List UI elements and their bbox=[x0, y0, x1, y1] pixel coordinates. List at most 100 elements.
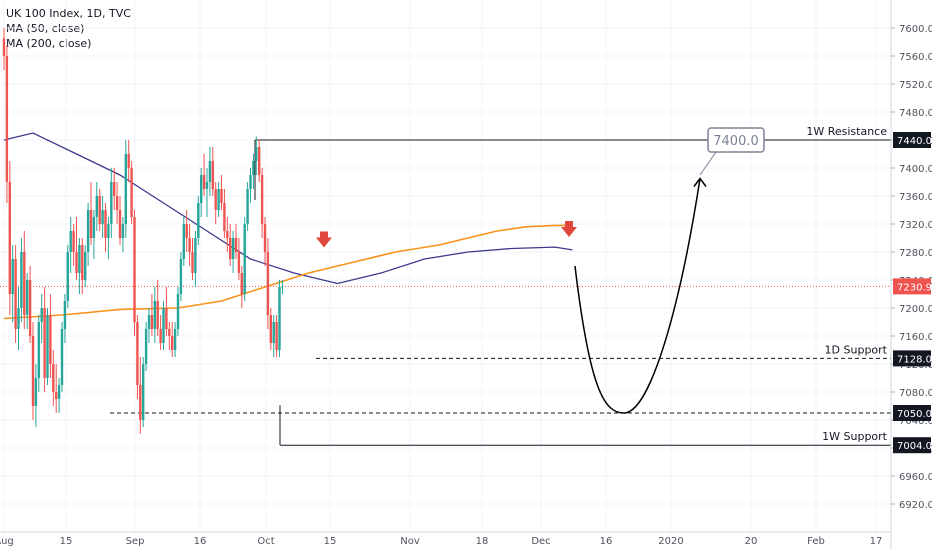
candle-body bbox=[49, 315, 52, 364]
candle-body bbox=[214, 189, 217, 210]
candle-body bbox=[153, 301, 156, 329]
candle-body bbox=[14, 259, 17, 329]
candle-body bbox=[220, 189, 223, 203]
candle-body bbox=[197, 203, 200, 238]
candle-body bbox=[11, 259, 14, 294]
candle-body bbox=[147, 315, 151, 329]
level-price-tag bbox=[893, 350, 931, 367]
time-axis[interactable]: Aug15Sep16Oct15Nov18Dec16202020Feb17 bbox=[0, 531, 891, 547]
candle-body bbox=[69, 231, 72, 252]
x-tick-label: Oct bbox=[257, 536, 274, 547]
candle-body bbox=[171, 336, 174, 350]
y-tick-label: 7560.0 bbox=[899, 52, 932, 63]
candle-body bbox=[2, 38, 6, 56]
y-tick-label: 7160.0 bbox=[899, 332, 932, 343]
candle-body bbox=[142, 364, 145, 420]
candle-body bbox=[179, 259, 183, 294]
level-price-tag bbox=[893, 405, 931, 421]
candle-body bbox=[263, 224, 267, 252]
candle-body bbox=[34, 378, 38, 406]
y-tick-label: 7080.0 bbox=[899, 388, 932, 399]
y-tick-label: 7280.0 bbox=[899, 248, 932, 259]
chart-title: UK 100 Index, 1D, TVC bbox=[6, 7, 131, 20]
candle-body bbox=[252, 161, 255, 175]
candle-body bbox=[31, 336, 35, 406]
candle-body bbox=[191, 252, 194, 273]
candle-body bbox=[182, 224, 185, 259]
candle-body bbox=[20, 252, 23, 308]
candle-body bbox=[165, 308, 168, 329]
ma50-line bbox=[3, 132, 573, 285]
candle-body bbox=[55, 392, 58, 399]
candlesticks bbox=[2, 28, 284, 434]
ma200-line bbox=[3, 224, 573, 320]
candle-body bbox=[40, 308, 43, 322]
candle-body bbox=[92, 217, 96, 238]
candle-body bbox=[168, 329, 171, 336]
candle-body bbox=[202, 175, 206, 189]
y-tick-label: 7040.0 bbox=[899, 416, 932, 427]
candle-body bbox=[162, 308, 165, 343]
candle-body bbox=[121, 224, 125, 238]
x-tick-label: Dec bbox=[531, 536, 550, 547]
price-axis[interactable]: 7600.0 7560.0 7520.0 7480.0 7440.0 7400.0 7360… bbox=[890, 0, 932, 550]
candle-body bbox=[104, 210, 107, 238]
candle-body bbox=[205, 182, 209, 189]
x-tick-label: Aug bbox=[0, 536, 14, 547]
x-tick-label: Nov bbox=[400, 536, 420, 547]
candle-body bbox=[37, 322, 40, 378]
x-tick-label: 20 bbox=[745, 536, 758, 547]
candle-body bbox=[269, 315, 272, 343]
y-tick-label: 7200.0 bbox=[899, 304, 932, 315]
candle-body bbox=[72, 231, 75, 252]
candle-body bbox=[176, 294, 180, 329]
chart-grid bbox=[0, 0, 891, 532]
candle-body bbox=[217, 189, 220, 210]
candle-body bbox=[200, 175, 203, 203]
y-tick-label: 7520.0 bbox=[899, 80, 932, 91]
candle-body bbox=[89, 210, 93, 238]
candle-body bbox=[260, 175, 264, 224]
candle-body bbox=[188, 238, 191, 252]
candle-body bbox=[113, 182, 116, 196]
x-tick-label: Sep bbox=[126, 536, 145, 547]
candle-body bbox=[95, 196, 98, 217]
y-tick-label: 7400.0 bbox=[899, 164, 932, 175]
moving-averages bbox=[3, 132, 573, 320]
candle-body bbox=[159, 329, 162, 343]
x-tick-label: 16 bbox=[194, 536, 207, 547]
candle-body bbox=[124, 154, 127, 224]
candle-body bbox=[81, 245, 84, 280]
x-tick-label: 18 bbox=[476, 536, 489, 547]
candle-body bbox=[101, 210, 104, 224]
candle-body bbox=[255, 147, 258, 161]
y-tick-label: 6920.0 bbox=[899, 500, 932, 511]
chart-legend: UK 100 Index, 1D, TVC MA (50, close) MA … bbox=[6, 6, 131, 51]
candle-body bbox=[243, 224, 246, 294]
candle-body bbox=[144, 329, 148, 364]
target-pointer bbox=[699, 151, 717, 176]
level-price-tag-text: 7440.0 bbox=[897, 136, 932, 147]
level-price-tag-text: 7128.0 bbox=[897, 354, 932, 365]
candle-body bbox=[266, 252, 270, 315]
x-tick-label: 2020 bbox=[658, 536, 683, 547]
candle-body bbox=[278, 287, 281, 350]
candle-body bbox=[223, 203, 226, 231]
y-tick-label: 6960.0 bbox=[899, 472, 932, 483]
candle-body bbox=[110, 182, 113, 224]
level-price-tag bbox=[893, 437, 931, 454]
candle-body bbox=[57, 385, 61, 399]
candle-body bbox=[237, 252, 241, 273]
candle-body bbox=[115, 196, 119, 210]
candle-body bbox=[78, 245, 81, 273]
level-label: 1D Support bbox=[825, 343, 888, 356]
projection-curve bbox=[574, 178, 701, 414]
candle-body bbox=[28, 280, 32, 336]
bearish-arrow-icon bbox=[561, 221, 577, 237]
candle-body bbox=[234, 238, 238, 252]
candle-body bbox=[211, 161, 214, 189]
candle-body bbox=[46, 315, 49, 378]
annotations: 1W Resistance 1D Support 1W Support 7400.0 bbox=[316, 125, 888, 443]
candle-body bbox=[107, 224, 110, 238]
